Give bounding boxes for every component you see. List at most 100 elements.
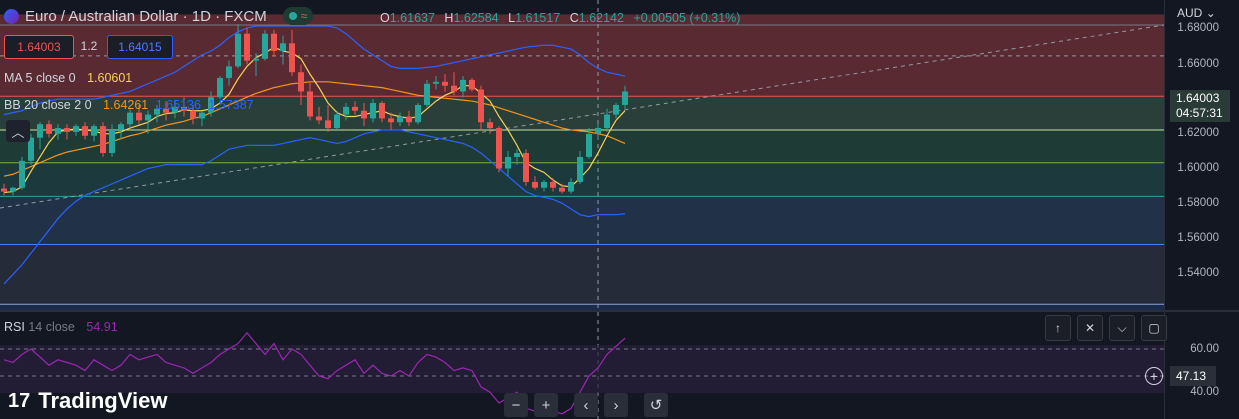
candle-body [568, 181, 574, 192]
candle-body [343, 106, 349, 115]
candle-body [280, 43, 286, 52]
ma-value: 1.60601 [87, 71, 133, 85]
zoom-toolbar: − + ‹ › ↺ [504, 393, 668, 417]
price-axis-label: 1.68000 [1177, 22, 1219, 34]
collapse-legend-button[interactable]: ︿ [6, 120, 30, 142]
collapse-pane-button[interactable]: ⌵ [1109, 315, 1135, 341]
candle-body [433, 81, 439, 84]
market-open-icon [288, 12, 297, 20]
candle-body [451, 85, 457, 92]
chevron-up-icon: ︿ [11, 124, 25, 140]
candle-body [532, 181, 538, 188]
symbol-header[interactable]: Euro / Australian Dollar · 1D · FXCM ≈ [4, 7, 314, 25]
rsi-current-label: 47.13 [1170, 366, 1216, 386]
rsi-legend[interactable]: RSI 14 close 54.91 [4, 320, 118, 334]
candle-body [163, 108, 169, 113]
high-value: 1.62584 [453, 11, 499, 25]
candle-body [64, 128, 70, 132]
last-price-value: 1.64003 [1176, 91, 1220, 105]
maximize-pane-button[interactable]: ▢ [1141, 315, 1167, 341]
tradingview-logo[interactable]: 17 TradingView [8, 388, 167, 414]
market-status-badge[interactable]: ≈ [282, 7, 314, 25]
candle-body [415, 104, 421, 123]
zoom-out-button[interactable]: − [504, 393, 528, 417]
candle-body [478, 89, 484, 123]
candle-body [118, 124, 124, 130]
buy-button[interactable]: 1.64015 [107, 35, 173, 59]
candle-body [181, 106, 187, 111]
candle-body [82, 126, 88, 136]
ma-legend[interactable]: MA 5 close 0 1.60601 [4, 71, 132, 85]
candle-body [370, 103, 376, 119]
add-alert-button[interactable]: + [1145, 367, 1163, 385]
currency-selector[interactable]: AUD ⌄ [1177, 6, 1216, 20]
candle-body [253, 58, 259, 61]
open-key: O [380, 11, 390, 25]
delete-pane-button[interactable]: ✕ [1077, 315, 1103, 341]
candle-body [541, 181, 547, 188]
rsi-axis-label: 40.00 [1190, 386, 1219, 398]
move-pane-up-button[interactable]: ↑ [1045, 315, 1071, 341]
rsi-params: 14 close [28, 320, 75, 334]
candle-body [172, 106, 178, 113]
sell-button[interactable]: 1.64003 [4, 35, 74, 59]
candle-body [19, 160, 25, 188]
candle-body [10, 187, 16, 192]
bb-lower-band [3, 129, 626, 285]
price-axis-border [1164, 0, 1165, 419]
spread-value: 1.2 [80, 39, 98, 53]
candle-body [397, 116, 403, 123]
candle-body [199, 112, 205, 119]
candle-body [136, 112, 142, 121]
candle-body [55, 128, 61, 134]
ma-params: 5 close 0 [25, 71, 76, 85]
ma-line [3, 46, 626, 194]
price-axis-label: 1.54000 [1177, 267, 1219, 279]
candle-body [325, 120, 331, 129]
bb-legend[interactable]: BB 20 close 2 0 1.64261 1.65136 1.57387 [4, 98, 254, 112]
collapse-icon: ⌵ [1117, 320, 1127, 335]
reset-chart-button[interactable]: ↺ [644, 393, 668, 417]
maximize-icon: ▢ [1148, 321, 1160, 335]
price-axis-label: 1.62000 [1177, 127, 1219, 139]
scroll-left-button[interactable]: ‹ [574, 393, 598, 417]
candle-body [613, 104, 619, 115]
rsi-value: 54.91 [86, 320, 118, 334]
price-axis-label: 1.60000 [1177, 162, 1219, 174]
candle-body [487, 122, 493, 129]
candle-body [469, 79, 475, 90]
candle-body [307, 91, 313, 117]
candle-body [91, 126, 97, 136]
candle-body [316, 116, 322, 121]
bb-upper-value: 1.65136 [155, 98, 201, 112]
candle-body [208, 97, 214, 113]
candle-body [514, 153, 520, 157]
zone-band [0, 196, 1164, 245]
candle-body [388, 118, 394, 123]
scroll-right-button[interactable]: › [604, 393, 628, 417]
zoom-in-button[interactable]: + [534, 393, 558, 417]
candle-body [100, 126, 106, 154]
candle-body [226, 66, 232, 78]
plus-icon: + [1149, 368, 1159, 384]
candle-body [550, 181, 556, 188]
candle-body [217, 77, 223, 98]
candle-body [622, 91, 628, 105]
bb-upper-band [3, 25, 626, 116]
high-key: H [444, 11, 454, 25]
last-price-label: 1.64003 04:57:31 [1170, 90, 1230, 122]
candle-body [73, 126, 79, 132]
arrow-up-icon: ↑ [1055, 321, 1061, 335]
candle-body [244, 33, 250, 61]
candle-body [37, 124, 43, 138]
low-value: 1.61517 [515, 11, 561, 25]
candle-body [577, 156, 583, 182]
ohlc-readout: O1.61637 H1.62584 L1.61517 C1.62142 +0.0… [380, 11, 746, 25]
candle-body [586, 133, 592, 157]
candle-body [334, 114, 340, 129]
candle-body [406, 116, 412, 123]
low-key: L [508, 11, 516, 25]
candle-body [424, 83, 430, 105]
